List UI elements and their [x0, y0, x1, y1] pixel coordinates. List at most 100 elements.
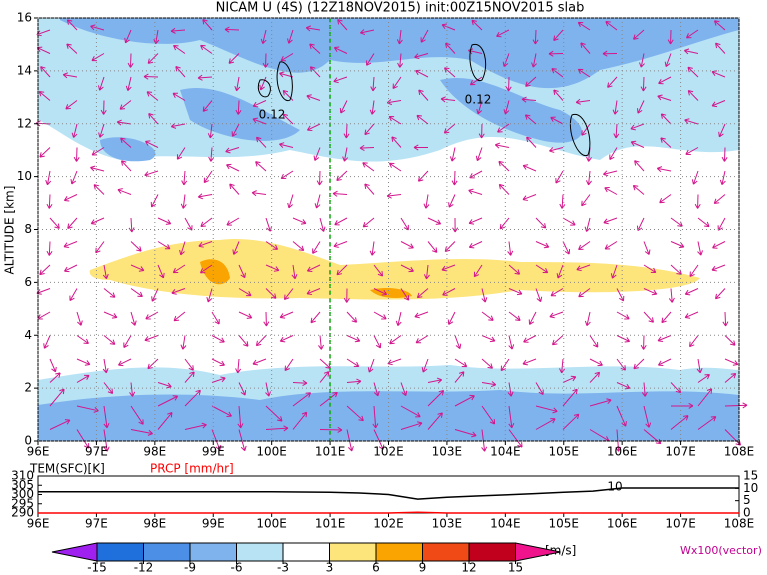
wind-vector [643, 241, 651, 255]
wind-vector [313, 147, 321, 161]
wind-vector [715, 42, 726, 54]
wind-vector [717, 217, 726, 231]
wind-vector [696, 358, 703, 374]
colorbar-segment [329, 542, 377, 562]
wind-vector [711, 100, 726, 108]
wind-vector [685, 29, 699, 39]
wind-vector [471, 19, 483, 31]
wind-vector [120, 137, 132, 148]
wind-vector [522, 358, 537, 366]
wind-vector [238, 264, 246, 279]
wind-vector [225, 147, 240, 154]
wind-vector [49, 217, 60, 229]
wind-vector [535, 405, 558, 414]
wind-vector [469, 76, 483, 86]
wind-vector [319, 371, 330, 383]
wind-vector [659, 194, 672, 204]
wind-vector [144, 170, 159, 177]
colorbar-label: -3 [277, 561, 289, 575]
wind-vector [265, 425, 289, 432]
wind-vector [641, 382, 648, 397]
wind-vector [468, 188, 483, 195]
wind-vector [228, 53, 240, 64]
wind-vector [562, 375, 577, 383]
x-tick-label: 102E [373, 517, 404, 531]
wind-vector [613, 123, 620, 139]
shade-blue [100, 77, 582, 162]
wind-vector [584, 217, 591, 232]
wind-vector [238, 382, 247, 396]
wind-vector [454, 335, 462, 350]
wind-vector [333, 241, 348, 248]
x-tick-label: 106E [607, 445, 638, 459]
y-tick-label: 305 [11, 478, 34, 492]
wind-vector [46, 194, 53, 209]
wind-vector [367, 358, 375, 373]
wind-vector [90, 165, 105, 172]
wind-vector [691, 170, 699, 185]
wind-vector [90, 217, 105, 225]
wind-vector [657, 335, 672, 343]
wind-vector [200, 44, 213, 54]
wind-vector [421, 358, 429, 373]
y-tick-label: 4 [24, 328, 32, 342]
wind-vector [184, 389, 201, 407]
wind-vector [684, 288, 699, 296]
wind-vector [553, 89, 564, 101]
wind-vector [503, 100, 510, 115]
wind-vector [616, 311, 630, 320]
wind-vector [127, 53, 134, 68]
wind-vector [98, 76, 105, 91]
wind-vector [454, 429, 477, 438]
wind-vector [71, 123, 78, 138]
wind-vector [251, 190, 267, 197]
colorbar-label: 6 [372, 561, 380, 575]
wind-vector [263, 311, 270, 327]
wind-vector [581, 123, 591, 136]
wind-vector [481, 335, 496, 343]
wind-vector [292, 217, 307, 225]
wind-vector [337, 19, 348, 31]
wind-vector [343, 288, 350, 303]
wind-vector [508, 311, 521, 321]
wind-vector [319, 391, 338, 407]
wind-vector [577, 68, 591, 78]
wind-vector [334, 217, 348, 226]
x-tick-label: 106E [607, 517, 638, 531]
wind-vector [306, 288, 321, 296]
wind-vector [63, 194, 78, 202]
wind-vector [400, 264, 414, 273]
wind-vector [346, 429, 354, 452]
wind-vector [451, 170, 458, 186]
wind-vector [265, 241, 279, 250]
wind-vector [508, 264, 521, 275]
wind-vector [117, 188, 132, 195]
wind-vector [496, 29, 510, 38]
legend-label: PRCP [mm/hr] [150, 462, 234, 476]
wind-vector [198, 241, 213, 248]
wind-vector [711, 264, 726, 272]
wind-vector [200, 217, 213, 228]
wind-vector [238, 335, 249, 347]
wind-vector [562, 241, 571, 255]
wind-vector [522, 164, 537, 172]
wind-vector [76, 335, 89, 344]
wind-vector [444, 241, 456, 253]
wind-vector [316, 170, 323, 186]
wind-vector [76, 358, 91, 366]
y-tick-label: 10 [17, 169, 32, 183]
wind-vector [346, 335, 361, 343]
wind-vector [609, 147, 618, 160]
wind-vector [443, 123, 456, 134]
wind-vector [171, 288, 186, 295]
wind-vector [400, 405, 421, 418]
wind-vector [265, 264, 280, 272]
wind-vector [93, 184, 105, 195]
wind-vector [604, 187, 618, 195]
field-shading [38, 18, 739, 441]
wind-vector [98, 123, 105, 138]
wind-vector [418, 89, 429, 101]
wind-vector [423, 264, 430, 280]
wind-vector [498, 160, 510, 172]
wind-vector [130, 311, 137, 326]
